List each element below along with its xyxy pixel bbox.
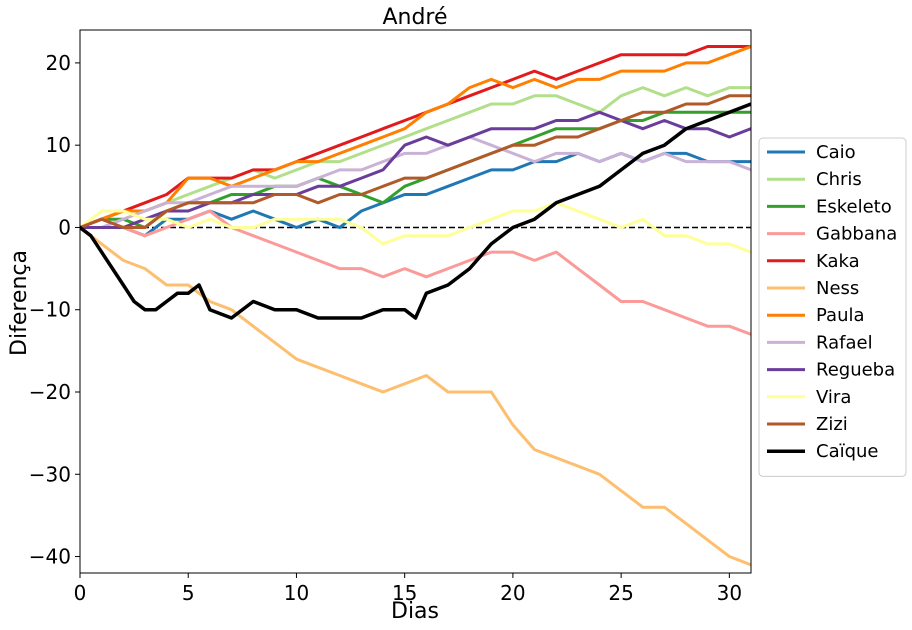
x-tick-label: 15 xyxy=(392,581,417,605)
series-layer xyxy=(80,45,751,567)
x-tick-label: 0 xyxy=(74,581,87,605)
y-tick-label: 10 xyxy=(46,133,71,157)
legend-label: Paula xyxy=(816,305,865,326)
legend-label: Vira xyxy=(816,387,851,408)
x-tick-label: 20 xyxy=(500,581,525,605)
y-tick-label: 20 xyxy=(46,51,71,75)
legend-label: Regueba xyxy=(816,360,895,381)
legend-label: Caio xyxy=(816,142,856,163)
series-line-2 xyxy=(80,86,751,229)
y-tick-label: −20 xyxy=(29,380,71,404)
x-tick-label: 25 xyxy=(608,581,633,605)
series-line-5 xyxy=(80,45,751,229)
series-line-12 xyxy=(80,102,751,320)
legend-label: Chris xyxy=(816,169,862,190)
plot-frame xyxy=(79,29,752,574)
x-tick-label: 5 xyxy=(182,581,195,605)
y-axis-title: Diferença xyxy=(7,250,32,356)
series-line-9 xyxy=(80,110,751,229)
series-line-10 xyxy=(80,201,751,254)
series-line-6 xyxy=(80,226,751,567)
y-tick-label: −40 xyxy=(29,545,71,569)
x-axis-title: Dias xyxy=(391,599,439,624)
legend-label: Rafael xyxy=(816,332,873,353)
x-tick-label: 30 xyxy=(717,581,742,605)
y-tick-label: −30 xyxy=(29,462,71,486)
series-line-11 xyxy=(80,94,751,229)
chart-title: André xyxy=(382,5,447,30)
legend-label: Caïque xyxy=(816,441,879,462)
x-tick-label: 10 xyxy=(284,581,309,605)
legend: Caio Chris Eskeleto Gabbana Kaka Ness Paula Raf… xyxy=(758,137,907,477)
legend-label: Ness xyxy=(816,278,859,299)
axes-layer: 0 5 10 15 20 25 30 −40 −30 −20 −10 0 10 20 xyxy=(29,29,752,605)
series-line-4 xyxy=(80,209,751,336)
legend-label: Eskeleto xyxy=(816,196,892,217)
legend-label: Kaka xyxy=(816,251,860,272)
legend-label: Zizi xyxy=(816,414,848,435)
legend-box xyxy=(758,137,907,477)
legend-label: Gabbana xyxy=(816,224,897,245)
series-line-7 xyxy=(80,45,751,229)
y-tick-label: 0 xyxy=(58,215,71,239)
y-tick-label: −10 xyxy=(29,298,71,322)
